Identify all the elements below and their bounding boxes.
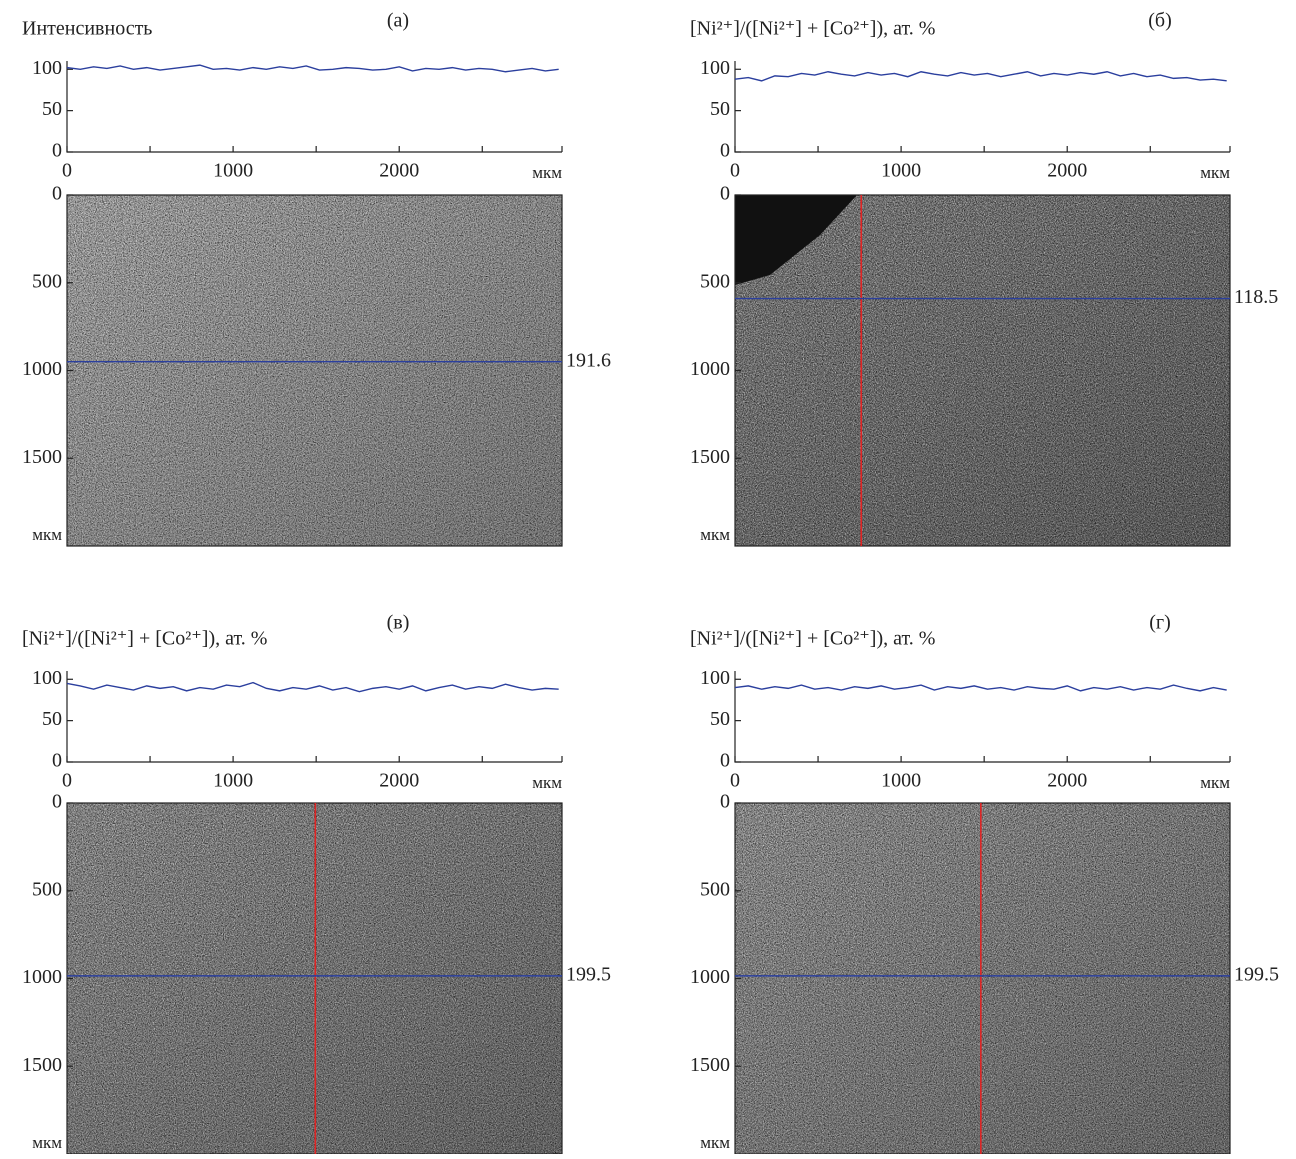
- micrograph-shade: [735, 195, 1230, 546]
- x-tick-label: 1000: [881, 160, 921, 182]
- image-y-tick-label: 1500: [22, 446, 62, 468]
- y-axis-title: Интенсивность: [22, 18, 152, 40]
- x-tick-label: 0: [730, 160, 740, 182]
- axis: [66, 61, 562, 153]
- image-y-tick-label: 0: [720, 791, 730, 813]
- x-axis-title: мкм: [1200, 773, 1230, 792]
- panel-label: (г): [1149, 612, 1171, 634]
- y-tick-label: 100: [32, 667, 62, 689]
- image-y-tick-label: 1000: [690, 966, 730, 988]
- y-tick-label: 50: [710, 708, 730, 730]
- y-axis-title: [Ni²⁺]/([Ni²⁺] + [Co²⁺]), ат. %: [22, 628, 267, 650]
- y-tick-label: 0: [52, 140, 62, 162]
- image-y-tick-label: 1000: [22, 966, 62, 988]
- y-tick-label: 0: [52, 750, 62, 772]
- cursor-label: 199.5: [566, 963, 611, 985]
- x-tick-label: 0: [62, 770, 72, 792]
- y-tick-label: 100: [700, 667, 730, 689]
- image-y-axis-title: мкм: [32, 525, 62, 544]
- image-y-tick-label: 0: [720, 183, 730, 205]
- panel-label: (в): [387, 612, 410, 634]
- dark-region: [735, 195, 857, 285]
- image-y-axis-title: мкм: [700, 1133, 730, 1152]
- micrograph-shade: [67, 803, 562, 1154]
- y-tick-label: 0: [720, 750, 730, 772]
- micrograph-shade: [67, 195, 562, 546]
- y-tick-label: 100: [32, 57, 62, 79]
- x-axis-title: мкм: [532, 773, 562, 792]
- cursor-label: 199.5: [1234, 963, 1279, 985]
- panel-label: (a): [387, 10, 409, 32]
- y-tick-label: 0: [720, 140, 730, 162]
- profile-line: [66, 681, 559, 693]
- y-tick-label: 50: [42, 708, 62, 730]
- axis: [66, 671, 562, 763]
- image-y-axis-title: мкм: [700, 525, 730, 544]
- x-tick-label: 1000: [881, 770, 921, 792]
- image-y-tick-label: 1500: [690, 1054, 730, 1076]
- image-y-tick-label: 1000: [22, 358, 62, 380]
- x-tick-label: 0: [730, 770, 740, 792]
- x-tick-label: 1000: [213, 770, 253, 792]
- image-y-axis-title: мкм: [32, 1133, 62, 1152]
- image-y-tick-label: 500: [32, 270, 62, 292]
- y-axis-title: [Ni²⁺]/([Ni²⁺] + [Co²⁺]), ат. %: [690, 628, 935, 650]
- image-y-tick-label: 0: [52, 183, 62, 205]
- axis: [734, 671, 1230, 763]
- profile-line: [734, 684, 1227, 692]
- image-y-tick-label: 1000: [690, 358, 730, 380]
- y-tick-label: 100: [700, 57, 730, 79]
- x-tick-label: 2000: [379, 160, 419, 182]
- panel: [Ni²⁺]/([Ni²⁺] + [Co²⁺]), ат. % (б) 0 50 100…: [690, 10, 1278, 547]
- profile-line: [734, 71, 1227, 82]
- x-axis-title: мкм: [532, 163, 562, 182]
- micrograph-shade: [735, 803, 1230, 1154]
- x-tick-label: 0: [62, 160, 72, 182]
- image-y-tick-label: 0: [52, 791, 62, 813]
- cursor-label: 191.6: [566, 349, 611, 371]
- image-y-tick-label: 500: [32, 878, 62, 900]
- panel: [Ni²⁺]/([Ni²⁺] + [Co²⁺]), ат. % (г) 0 50 100…: [690, 612, 1279, 1155]
- image-y-tick-label: 1500: [22, 1054, 62, 1076]
- image-y-tick-label: 500: [700, 270, 730, 292]
- x-axis-title: мкм: [1200, 163, 1230, 182]
- panel: [Ni²⁺]/([Ni²⁺] + [Co²⁺]), ат. % (в) 0 50 100…: [22, 612, 611, 1155]
- cursor-label: 118.5: [1234, 286, 1278, 308]
- y-tick-label: 50: [710, 98, 730, 120]
- profile-line: [66, 64, 559, 73]
- x-tick-label: 1000: [213, 160, 253, 182]
- x-tick-label: 2000: [1047, 770, 1087, 792]
- image-y-tick-label: 1500: [690, 446, 730, 468]
- y-axis-title: [Ni²⁺]/([Ni²⁺] + [Co²⁺]), ат. %: [690, 18, 935, 40]
- x-tick-label: 2000: [379, 770, 419, 792]
- panel-label: (б): [1148, 10, 1172, 32]
- image-y-tick-label: 500: [700, 878, 730, 900]
- x-tick-label: 2000: [1047, 160, 1087, 182]
- y-tick-label: 50: [42, 98, 62, 120]
